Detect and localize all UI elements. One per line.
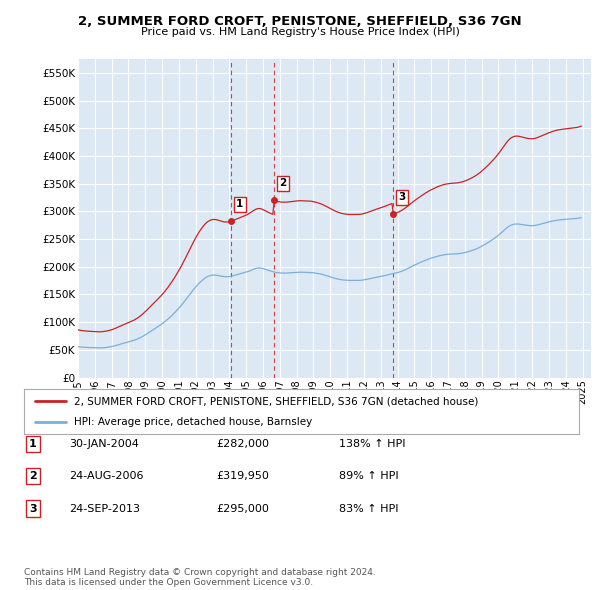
Text: 30-JAN-2004: 30-JAN-2004: [69, 439, 139, 448]
Text: 24-SEP-2013: 24-SEP-2013: [69, 504, 140, 513]
Text: 2, SUMMER FORD CROFT, PENISTONE, SHEFFIELD, S36 7GN (detached house): 2, SUMMER FORD CROFT, PENISTONE, SHEFFIE…: [74, 396, 478, 407]
Text: £319,950: £319,950: [216, 471, 269, 481]
Text: 138% ↑ HPI: 138% ↑ HPI: [339, 439, 406, 448]
Text: 2: 2: [280, 178, 287, 188]
Text: 83% ↑ HPI: 83% ↑ HPI: [339, 504, 398, 513]
Text: Price paid vs. HM Land Registry's House Price Index (HPI): Price paid vs. HM Land Registry's House …: [140, 27, 460, 37]
Text: 24-AUG-2006: 24-AUG-2006: [69, 471, 143, 481]
Text: £282,000: £282,000: [216, 439, 269, 448]
Text: 2, SUMMER FORD CROFT, PENISTONE, SHEFFIELD, S36 7GN: 2, SUMMER FORD CROFT, PENISTONE, SHEFFIE…: [78, 15, 522, 28]
Text: 3: 3: [398, 192, 406, 202]
Text: HPI: Average price, detached house, Barnsley: HPI: Average price, detached house, Barn…: [74, 417, 312, 427]
Text: 1: 1: [29, 439, 37, 448]
Text: 3: 3: [29, 504, 37, 513]
Text: 89% ↑ HPI: 89% ↑ HPI: [339, 471, 398, 481]
Text: Contains HM Land Registry data © Crown copyright and database right 2024.
This d: Contains HM Land Registry data © Crown c…: [24, 568, 376, 587]
Text: £295,000: £295,000: [216, 504, 269, 513]
Text: 2: 2: [29, 471, 37, 481]
Text: 1: 1: [236, 199, 244, 209]
